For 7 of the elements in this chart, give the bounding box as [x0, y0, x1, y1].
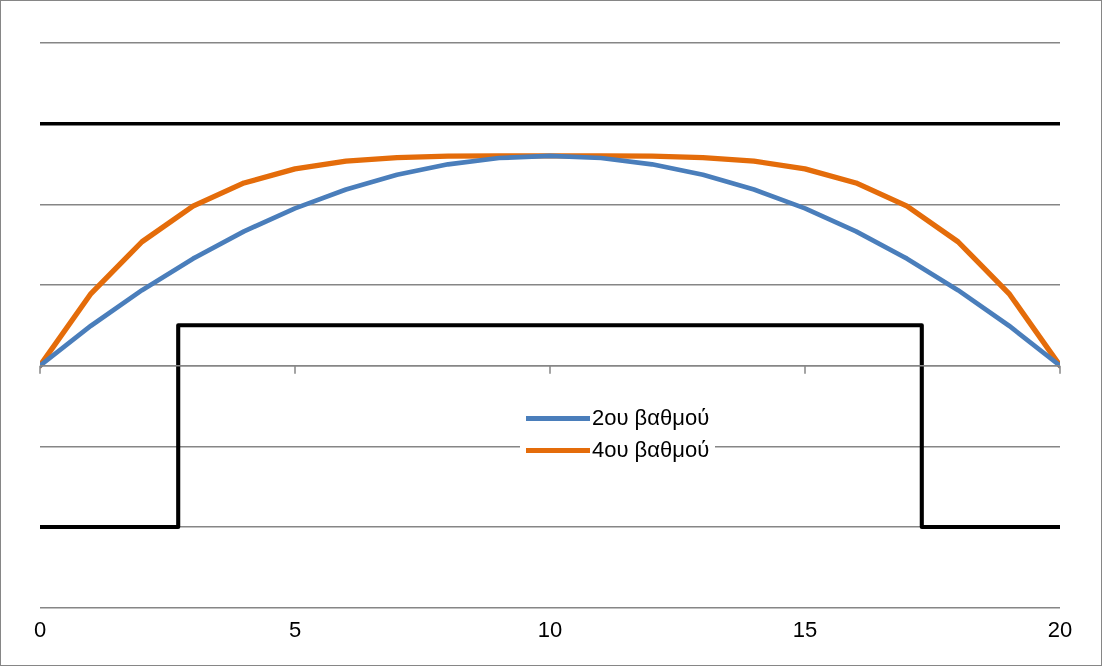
x-tick-label: 10 — [537, 616, 563, 642]
x-tick-label: 5 — [288, 616, 302, 642]
x-tick-label: 20 — [1047, 616, 1073, 642]
legend-label: 2ου βαθμού — [592, 405, 710, 431]
legend-label: 4ου βαθμού — [592, 437, 710, 463]
x-tick-label: 0 — [33, 616, 47, 642]
x-tick-label: 15 — [792, 616, 818, 642]
